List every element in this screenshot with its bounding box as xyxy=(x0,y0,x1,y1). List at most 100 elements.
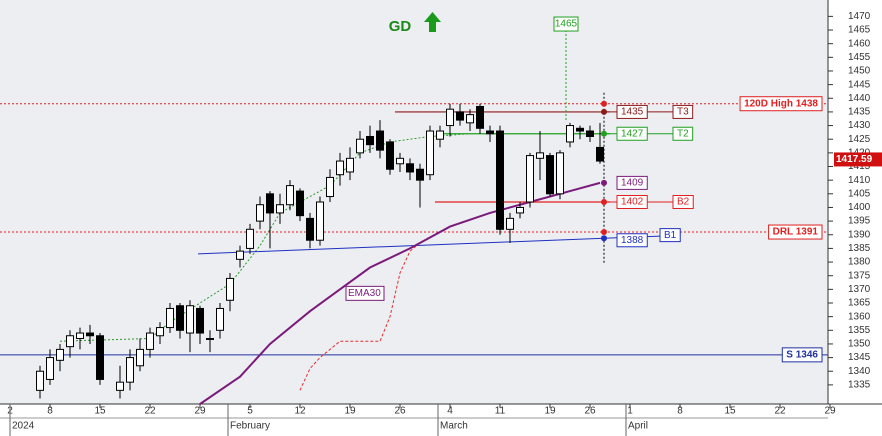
target-tag-box xyxy=(672,104,694,119)
trend-label: 1388 xyxy=(621,235,644,246)
candle-body xyxy=(436,130,444,140)
level-box xyxy=(781,347,823,363)
x-tick-label: 22 xyxy=(144,406,156,417)
y-tick-label: 1335 xyxy=(848,380,871,391)
candle-body xyxy=(486,130,494,135)
level-marker xyxy=(601,100,607,107)
target-tag-box xyxy=(672,195,694,209)
period-label: March xyxy=(440,421,468,432)
y-tick-label: 1345 xyxy=(848,352,871,363)
x-tick-label: 26 xyxy=(584,406,596,417)
target-label-box xyxy=(616,126,648,141)
target-tag: T3 xyxy=(677,107,689,118)
y-tick-label: 1435 xyxy=(848,107,871,118)
candle-body xyxy=(516,206,524,214)
y-tick-label: 1370 xyxy=(848,284,871,295)
candle-body xyxy=(456,111,464,121)
candle-body xyxy=(266,193,274,214)
peak-label: 1465 xyxy=(555,19,578,30)
y-tick-label: 1380 xyxy=(848,257,871,268)
ema-line xyxy=(199,181,601,405)
target-tag: B2 xyxy=(677,197,690,208)
candle-body xyxy=(56,348,64,361)
up-arrow xyxy=(424,12,441,32)
candle-body xyxy=(496,130,504,230)
x-tick-label: 4 xyxy=(447,406,453,417)
candle-body xyxy=(476,105,484,129)
level-label: DRL 1391 xyxy=(773,227,819,238)
x-tick-label: 8 xyxy=(47,406,53,417)
candle-body xyxy=(596,146,604,162)
y-tick-label: 1355 xyxy=(848,325,871,336)
period-label: April xyxy=(628,421,648,432)
y-tick-label: 1460 xyxy=(848,38,871,49)
x-tick-label: 29 xyxy=(194,406,206,417)
y-tick-label: 1340 xyxy=(848,366,871,377)
candle-body xyxy=(586,130,594,137)
candle-body xyxy=(226,277,234,301)
x-tick-label: 22 xyxy=(774,406,786,417)
candle-body xyxy=(346,157,354,173)
candle-body xyxy=(146,332,154,350)
candle-body xyxy=(426,130,434,176)
level-marker xyxy=(601,130,607,137)
trend-tag-box xyxy=(659,228,681,243)
candle-body xyxy=(356,138,364,154)
y-tick-label: 1385 xyxy=(848,243,871,254)
candle-body xyxy=(186,305,194,334)
level-marker xyxy=(601,108,607,115)
candle-body xyxy=(256,204,264,222)
x-tick-label: 8 xyxy=(677,406,683,417)
candle-body xyxy=(196,307,204,334)
stop-line xyxy=(299,242,421,391)
candle-body xyxy=(136,348,144,367)
plot-area xyxy=(0,0,828,404)
candle-body xyxy=(466,114,474,124)
y-tick-label: 1445 xyxy=(848,79,871,90)
candle-body xyxy=(406,163,414,173)
y-tick-label: 1410 xyxy=(848,175,871,186)
candle-body xyxy=(116,381,124,391)
candle-body xyxy=(46,357,54,380)
candle-body xyxy=(296,190,304,217)
y-tick-label: 1425 xyxy=(848,134,871,145)
level-marker xyxy=(601,199,607,205)
candle-body xyxy=(316,201,324,241)
candle-body xyxy=(326,176,334,198)
y-tick-label: 1365 xyxy=(848,298,871,309)
target-label: 1427 xyxy=(621,128,644,139)
candle-body xyxy=(126,357,134,383)
level-box xyxy=(768,224,823,240)
candle-body xyxy=(416,168,424,181)
candle-body xyxy=(276,204,284,214)
y-tick-label: 1395 xyxy=(848,216,871,227)
level-box xyxy=(739,96,823,112)
candle-body xyxy=(396,157,404,165)
y-tick-label: 1440 xyxy=(848,93,871,104)
x-tick-label: 12 xyxy=(294,406,306,417)
candle-body xyxy=(286,185,294,206)
level-marker xyxy=(601,229,607,236)
x-tick-label: 15 xyxy=(724,406,736,417)
y-tick-label: 1465 xyxy=(848,25,871,36)
x-tick-label: 1 xyxy=(627,406,633,417)
candle-body xyxy=(176,305,184,331)
target-tag-box xyxy=(672,126,694,141)
candle-body xyxy=(336,160,344,176)
x-tick-label: 5 xyxy=(247,406,253,417)
period-label: 2024 xyxy=(12,421,35,432)
y-tick-label: 1390 xyxy=(848,229,871,240)
y-tick-label: 1430 xyxy=(848,120,871,131)
trend-label-box xyxy=(616,233,648,248)
target-label: 1435 xyxy=(621,107,644,118)
y-tick-label: 1375 xyxy=(848,270,871,281)
peak-box xyxy=(553,16,579,32)
last-price: 1417.59 xyxy=(836,154,873,165)
x-tick-label: 15 xyxy=(94,406,106,417)
y-tick-label: 1415 xyxy=(848,161,871,172)
y-tick-label: 1350 xyxy=(848,339,871,350)
level-label: 120D High 1438 xyxy=(744,98,818,109)
candle-body xyxy=(376,130,384,151)
candle-body xyxy=(206,337,214,340)
candle-body xyxy=(446,108,454,127)
